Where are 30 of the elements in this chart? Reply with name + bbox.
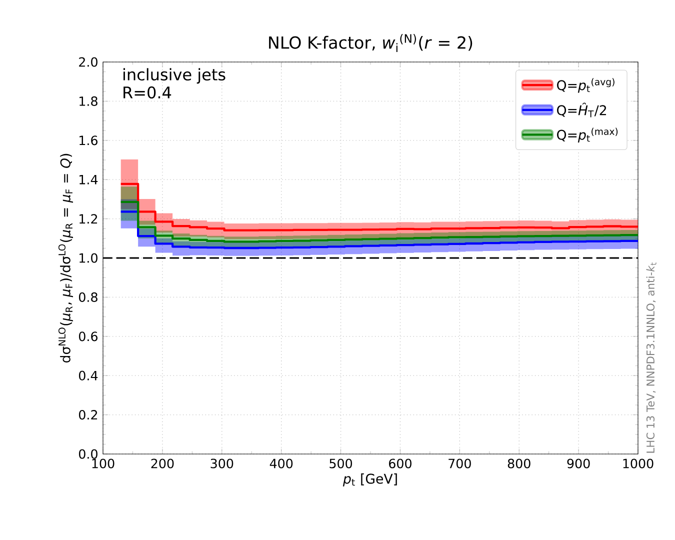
legend-label: Q=p$_{t}$(max): [557, 128, 618, 142]
y-tick-label: 1.2: [80, 214, 98, 224]
x-tick-label: 900: [567, 458, 590, 468]
chart-title: NLO K-factor, w$_{i}$$^{(N)}$(r = 2): [269, 34, 472, 52]
y-tick-label: 0.0: [78, 449, 98, 459]
y-tick-label: 1.8: [80, 96, 98, 106]
legend-label: Q=Ĥ$_{T}$/2: [557, 102, 606, 118]
y-tick-label: 0.8: [78, 292, 98, 302]
x-tick-label: 700: [448, 458, 471, 468]
text: LHC 13 TeV, NNPDF3.1NNLO, anti-k$_{t}$: [646, 262, 656, 453]
x-tick-label: 400: [270, 458, 293, 468]
text: dσ$^{NLO}$(μ$_{R}$, μ$_{F}$)/dσ$^{LO}$(μ$_{R}$ = μ$_{F}$ = Q): [58, 154, 73, 362]
annotation: inclusive jets: [124, 68, 226, 84]
x-axis-title: p$_{t}$ [GeV]: [342, 473, 397, 486]
x-tick-label: 1000: [623, 458, 654, 468]
y-tick-label: 2.0: [79, 57, 98, 67]
x-tick-label: 800: [508, 458, 530, 468]
y-tick-label: 0.6: [78, 332, 98, 342]
x-tick-label: 600: [389, 458, 412, 468]
x-tick-label: 100: [92, 458, 114, 468]
x-tick-label: 300: [210, 458, 234, 468]
y-tick-label: 0.4: [78, 370, 98, 380]
annotation: R=0.4: [124, 86, 172, 99]
legend-label: Q=p$_{t}$(avg): [557, 78, 614, 93]
y-tick-label: 1.0: [80, 253, 98, 263]
y-tick-label: 0.2: [78, 410, 98, 420]
y-tick-label: 1.6: [80, 136, 98, 146]
y-tick-label: 1.4: [80, 174, 98, 184]
x-tick-label: 500: [330, 458, 352, 468]
x-tick-label: 200: [151, 458, 174, 468]
